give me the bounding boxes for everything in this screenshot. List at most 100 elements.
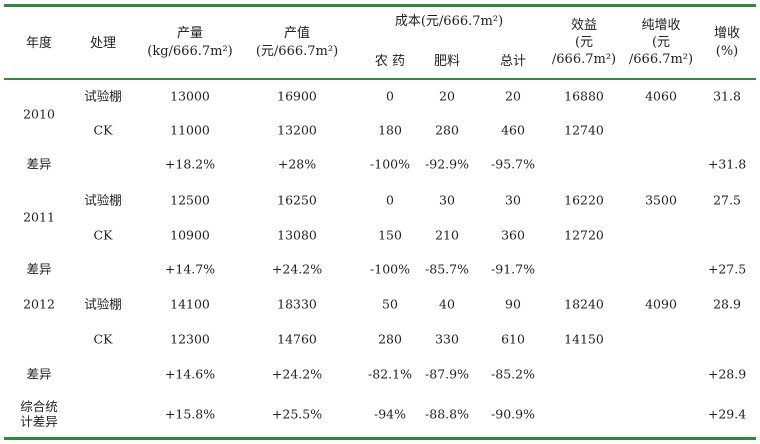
- header-cost-pesticide: 农 药: [374, 54, 406, 69]
- cell-fertilizer: -87.9%: [425, 366, 469, 382]
- header-net-increase-unit: (元: [651, 35, 671, 50]
- cell-treatment: 试验棚: [84, 192, 122, 208]
- header-value-unit: (元/666.7m²): [255, 44, 339, 59]
- cell-total: -90.9%: [491, 406, 535, 422]
- cell-yield: 12300: [170, 331, 210, 347]
- header-increase-pct: 增收: [713, 26, 741, 41]
- cell-value: 14760: [277, 331, 317, 347]
- cell-year: 2012: [23, 296, 55, 312]
- cell-fertilizer: 280: [435, 122, 459, 138]
- header-increase-pct-unit: (%): [715, 44, 739, 59]
- cell-fertilizer: 330: [435, 331, 459, 347]
- header-benefit-unit: (元: [574, 35, 594, 50]
- cell-increase-pct: 28.9: [713, 296, 741, 312]
- cell-increase-pct: +29.4: [707, 406, 747, 422]
- cell-pesticide: 50: [382, 296, 398, 312]
- cell-increase-pct: +31.8: [707, 156, 747, 172]
- table-bottom-rule: [4, 437, 756, 440]
- cell-pesticide: -100%: [370, 261, 410, 277]
- cell-benefit: 12720: [564, 227, 604, 243]
- cell-year: 差异: [26, 156, 52, 172]
- header-benefit: 效益: [570, 18, 598, 33]
- cell-total: 460: [501, 122, 525, 138]
- cell-total: -85.2%: [491, 366, 535, 382]
- cell-increase-pct: +28.9: [707, 366, 747, 382]
- header-yield: 产量: [176, 26, 204, 41]
- cell-pesticide: -100%: [370, 156, 410, 172]
- cell-value: +24.2%: [271, 261, 323, 277]
- cell-value: +24.2%: [271, 366, 323, 382]
- cell-total: 610: [501, 331, 525, 347]
- cell-pesticide: -94%: [373, 406, 407, 422]
- cell-fertilizer: 20: [439, 88, 455, 104]
- cell-fertilizer: -92.9%: [425, 156, 469, 172]
- cell-fertilizer: 30: [439, 192, 455, 208]
- cell-treatment: 试验棚: [84, 296, 122, 312]
- cell-value: 13080: [277, 227, 317, 243]
- cell-year: 2010: [23, 106, 55, 122]
- cell-yield: 11000: [170, 122, 210, 138]
- cell-increase-pct: 31.8: [713, 88, 741, 104]
- header-treatment: 处理: [89, 36, 117, 51]
- cell-yield: 13000: [170, 88, 210, 104]
- cell-total: 20: [505, 88, 521, 104]
- cell-pesticide: -82.1%: [368, 366, 412, 382]
- cell-yield: +14.6%: [164, 366, 216, 382]
- cell-total: 30: [505, 192, 521, 208]
- cell-benefit: 16220: [564, 192, 604, 208]
- header-yield-unit: (kg/666.7m²): [147, 44, 233, 59]
- cell-value: 13200: [277, 122, 317, 138]
- cell-treatment: 试验棚: [84, 88, 122, 104]
- cell-pesticide: 180: [378, 122, 402, 138]
- cell-benefit: 14150: [564, 331, 604, 347]
- cell-total: 360: [501, 227, 525, 243]
- cell-yield: 12500: [170, 192, 210, 208]
- cell-net-increase: 3500: [645, 192, 677, 208]
- cell-fertilizer: 40: [439, 296, 455, 312]
- header-value: 产值: [283, 26, 311, 41]
- cell-yield: +14.7%: [164, 261, 216, 277]
- cell-year: 差异: [26, 261, 52, 277]
- header-cost: 成本(元/666.7m²): [394, 14, 504, 29]
- cell-treatment: CK: [93, 122, 113, 138]
- cell-total: -91.7%: [491, 261, 535, 277]
- cell-value: 18330: [277, 296, 317, 312]
- cell-increase-pct: 27.5: [713, 192, 741, 208]
- cell-fertilizer: 210: [435, 227, 459, 243]
- cell-treatment: CK: [93, 227, 113, 243]
- cell-value: 16250: [277, 192, 317, 208]
- cell-fertilizer: -88.8%: [425, 406, 469, 422]
- cell-year: 综合统计差异: [20, 399, 58, 429]
- cell-year: 2011: [23, 209, 55, 225]
- header-cost-fertilizer: 肥料: [433, 54, 461, 69]
- cell-total: 90: [505, 296, 521, 312]
- header-net-increase: 纯增收: [641, 18, 681, 33]
- table-top-rule: [4, 4, 756, 7]
- cell-net-increase: 4090: [645, 296, 677, 312]
- cell-year: 差异: [26, 366, 52, 382]
- header-bottom-rule: [4, 78, 756, 80]
- header-benefit-unit2: /666.7m²): [551, 52, 617, 67]
- header-cost-total: 总计: [499, 54, 527, 69]
- cell-pesticide: 0: [386, 88, 394, 104]
- cell-net-increase: 4060: [645, 88, 677, 104]
- cell-yield: 14100: [170, 296, 210, 312]
- cell-benefit: 12740: [564, 122, 604, 138]
- cell-benefit: 18240: [564, 296, 604, 312]
- cell-value: +25.5%: [271, 406, 323, 422]
- cell-pesticide: 150: [378, 227, 402, 243]
- cell-benefit: 16880: [564, 88, 604, 104]
- cell-yield: +15.8%: [164, 406, 216, 422]
- cell-yield: +18.2%: [164, 156, 216, 172]
- cell-value: +28%: [277, 156, 317, 172]
- cell-pesticide: 280: [378, 331, 402, 347]
- header-net-increase-unit2: /666.7m²): [628, 52, 694, 67]
- cell-yield: 10900: [170, 227, 210, 243]
- cell-fertilizer: -85.7%: [425, 261, 469, 277]
- header-year: 年度: [25, 36, 53, 51]
- cell-treatment: CK: [93, 331, 113, 347]
- cell-pesticide: 0: [386, 192, 394, 208]
- cell-value: 16900: [277, 88, 317, 104]
- cell-increase-pct: +27.5: [707, 261, 747, 277]
- cell-total: -95.7%: [491, 156, 535, 172]
